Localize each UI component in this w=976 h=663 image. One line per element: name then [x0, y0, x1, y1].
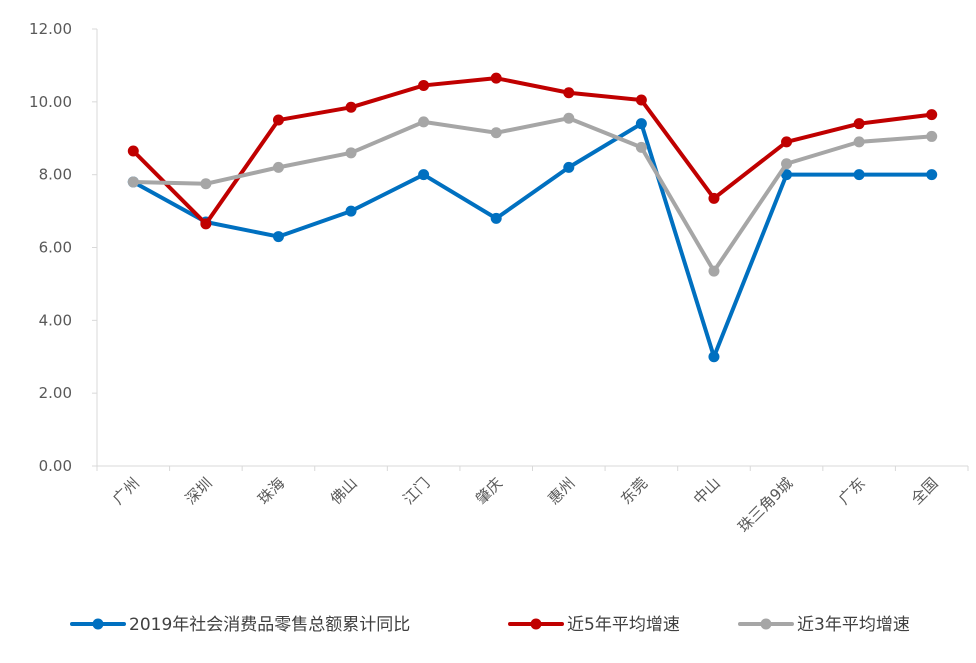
data-point: [926, 109, 938, 121]
data-point: [490, 212, 502, 224]
data-point: [272, 231, 284, 243]
x-tick-label: 广州: [109, 474, 143, 508]
data-point: [272, 161, 284, 173]
x-tick-label: 全国: [908, 474, 942, 508]
data-point: [418, 169, 430, 181]
x-tick-label: 中山: [690, 474, 724, 508]
x-tick-label: 惠州: [545, 474, 579, 508]
x-tick-label: 东莞: [617, 474, 651, 508]
x-axis: 广州 深圳 珠海 佛山 江门 肇庆 惠州 东莞 中山 珠三角9城 广东 全国: [96, 465, 969, 536]
data-point: [418, 79, 430, 91]
legend-swatch-marker: [760, 618, 772, 630]
legend-swatch-marker: [92, 618, 104, 630]
legend: 2019年社会消费品零售总额累计同比 近5年平均增速 近3年平均增速: [70, 615, 910, 635]
y-tick-label: 6.00: [39, 239, 72, 257]
y-tick-label: 10.00: [29, 93, 72, 111]
x-tick-label: 肇庆: [472, 474, 506, 508]
data-point: [200, 178, 212, 190]
legend-swatch-marker: [530, 618, 542, 630]
legend-label: 近5年平均增速: [567, 615, 680, 635]
data-point: [926, 169, 938, 181]
legend-label: 2019年社会消费品零售总额累计同比: [129, 615, 410, 635]
data-point: [781, 158, 793, 170]
y-tick-label: 0.00: [39, 457, 72, 475]
x-tick-label: 珠海: [254, 474, 288, 508]
data-point: [926, 130, 938, 142]
series-3: [127, 112, 938, 277]
data-point: [345, 101, 357, 113]
data-point: [127, 176, 139, 188]
y-tick-label: 12.00: [29, 20, 72, 38]
data-point: [853, 136, 865, 148]
y-tick-label: 8.00: [39, 166, 72, 184]
data-point: [635, 94, 647, 106]
series-2: [127, 72, 938, 230]
y-tick-label: 4.00: [39, 311, 72, 329]
data-point: [781, 169, 793, 181]
data-point: [708, 265, 720, 277]
data-point: [200, 218, 212, 230]
data-point: [635, 118, 647, 130]
data-point: [418, 116, 430, 128]
data-point: [708, 351, 720, 363]
x-tick-label: 江门: [400, 474, 434, 508]
series-layer: [127, 72, 938, 363]
data-point: [345, 205, 357, 217]
x-tick-label: 广东: [835, 474, 869, 508]
legend-item-3: 近3年平均增速: [738, 615, 910, 635]
legend-item-2: 近5年平均增速: [508, 615, 680, 635]
series-line: [131, 116, 934, 274]
legend-label: 近3年平均增速: [797, 615, 910, 635]
data-point: [127, 145, 139, 157]
data-point: [708, 192, 720, 204]
data-point: [272, 114, 284, 126]
data-point: [490, 127, 502, 139]
series-line: [131, 76, 934, 226]
data-point: [563, 87, 575, 99]
legend-item-1: 2019年社会消费品零售总额累计同比: [70, 615, 410, 635]
data-point: [781, 136, 793, 148]
y-tick-label: 2.00: [39, 384, 72, 402]
data-point: [853, 169, 865, 181]
data-point: [490, 72, 502, 84]
y-axis: 0.00 2.00 4.00 6.00 8.00 10.00 12.00: [29, 20, 98, 475]
x-tick-label: 深圳: [182, 474, 216, 508]
series-line: [131, 121, 934, 359]
data-point: [853, 118, 865, 130]
data-point: [563, 161, 575, 173]
x-tick-label: 佛山: [327, 474, 361, 508]
data-point: [345, 147, 357, 159]
data-point: [635, 141, 647, 153]
x-tick-label: 珠三角9城: [734, 474, 796, 536]
data-point: [563, 112, 575, 124]
